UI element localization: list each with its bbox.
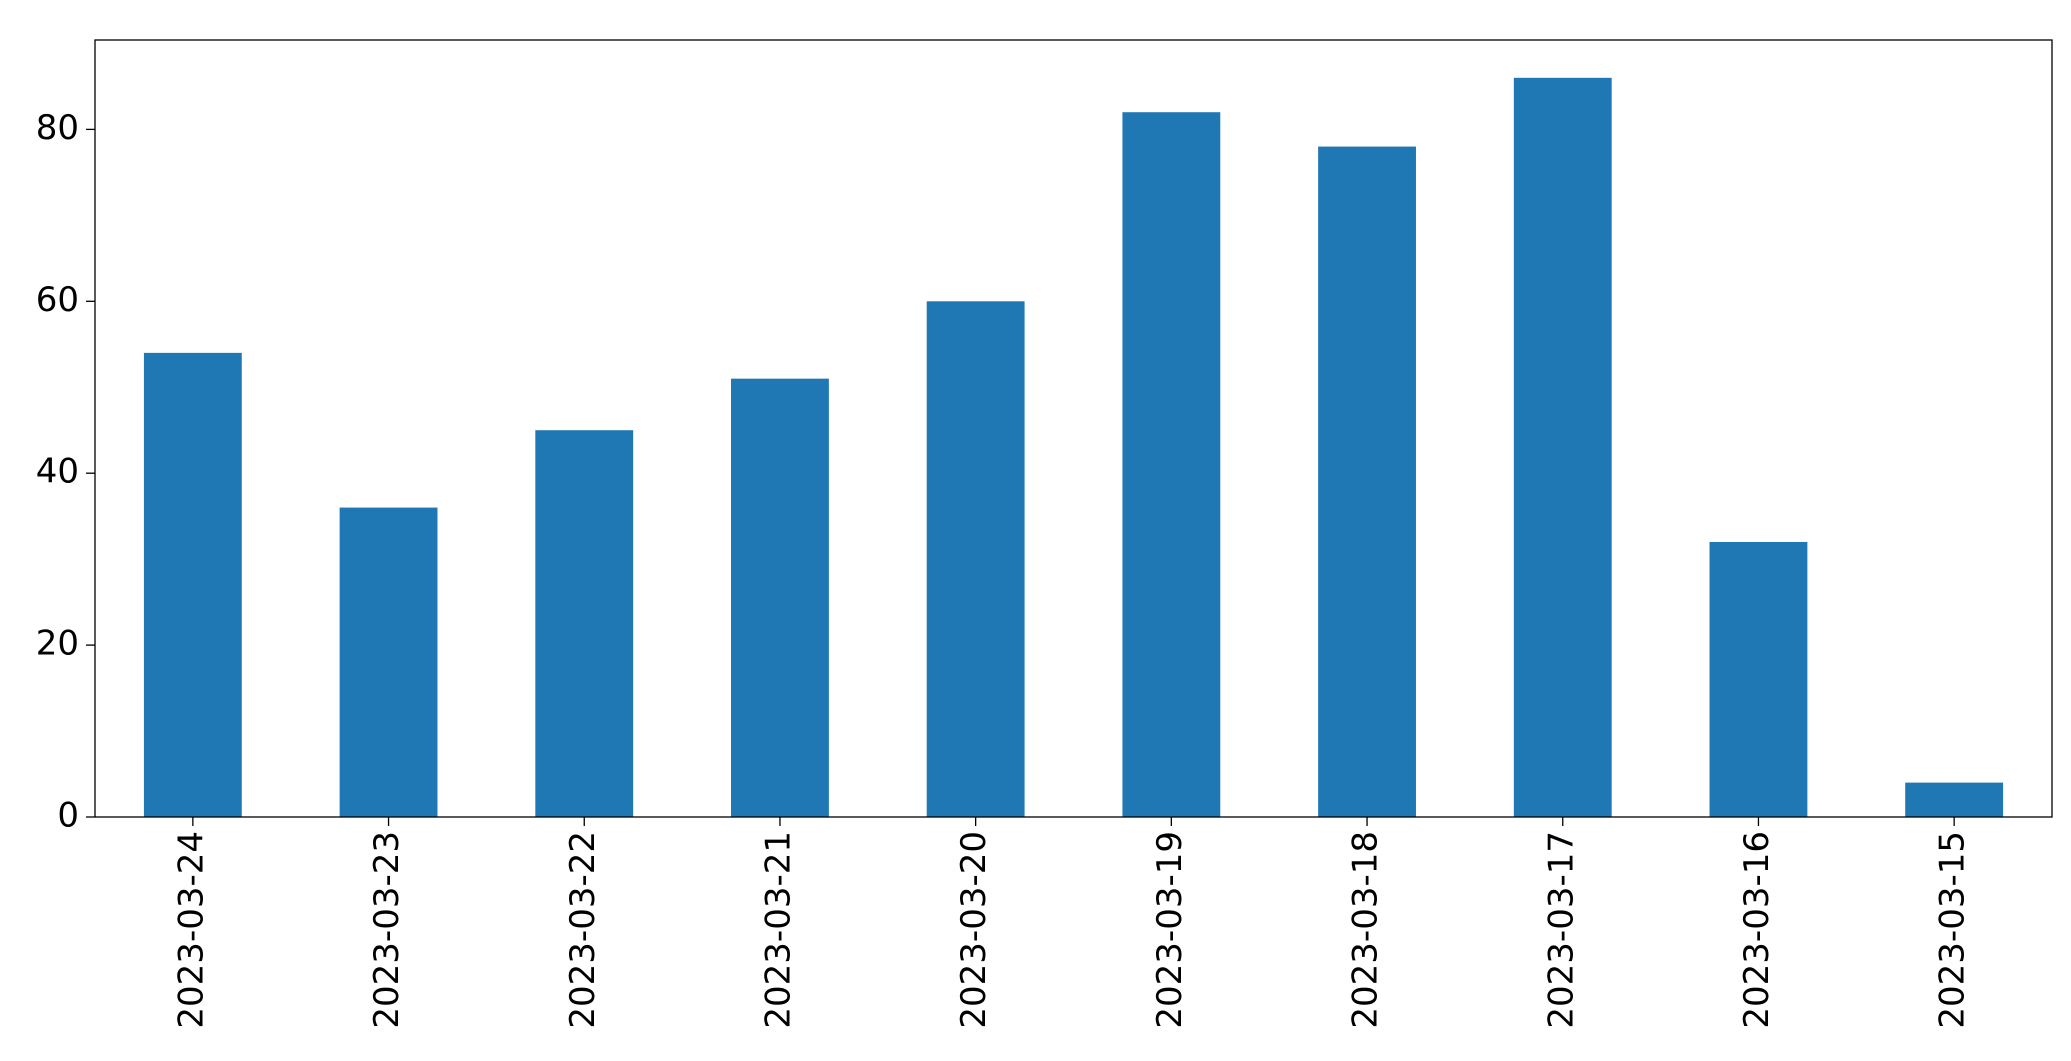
y-tick-label: 80 <box>36 108 79 148</box>
bar <box>926 301 1025 818</box>
bar <box>535 430 634 817</box>
x-tick-label: 2023-03-20 <box>954 831 994 1029</box>
bar <box>1709 541 1808 817</box>
x-tick-label: 2023-03-16 <box>1737 831 1777 1029</box>
x-tick-label: 2023-03-17 <box>1541 831 1581 1029</box>
x-tick-label: 2023-03-22 <box>563 831 603 1029</box>
y-tick-label: 20 <box>36 624 79 664</box>
y-tick-label: 40 <box>36 452 79 492</box>
y-tick-label: 60 <box>36 280 79 320</box>
bar <box>1513 77 1612 817</box>
plot-frame <box>94 39 2053 818</box>
bar <box>731 378 829 817</box>
bar <box>1318 146 1416 817</box>
x-tick-label: 2023-03-21 <box>758 831 798 1029</box>
bar <box>339 507 438 817</box>
x-tick-label: 2023-03-15 <box>1933 831 1973 1029</box>
y-tick-label: 0 <box>57 796 79 836</box>
bar <box>1905 782 2004 817</box>
x-tick-label: 2023-03-18 <box>1346 831 1386 1029</box>
bar <box>143 352 242 817</box>
x-tick-label: 2023-03-19 <box>1150 831 1190 1029</box>
bar <box>1122 112 1221 818</box>
x-tick-label: 2023-03-24 <box>171 831 211 1029</box>
x-tick-label: 2023-03-23 <box>367 831 407 1029</box>
